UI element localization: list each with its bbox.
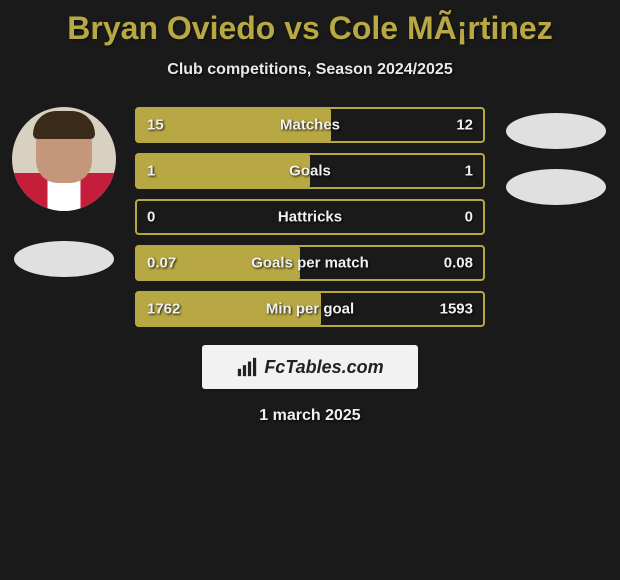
stat-label: Hattricks — [278, 209, 342, 226]
stat-value-right: 0 — [465, 209, 473, 226]
stat-value-right: 0.08 — [444, 255, 473, 272]
player-left-column — [9, 107, 119, 277]
comparison-area: 15 Matches 12 1 Goals 1 0 Hattricks 0 — [0, 107, 620, 327]
bar-chart-icon — [236, 356, 258, 378]
player-left-badge — [14, 241, 114, 277]
player-right-badge — [506, 113, 606, 149]
stat-value-right: 1 — [465, 163, 473, 180]
player-right-badge-2 — [506, 169, 606, 205]
comparison-card: Bryan Oviedo vs Cole MÃ¡rtinez Club comp… — [0, 0, 620, 435]
source-logo: FcTables.com — [202, 345, 418, 389]
stat-value-left: 1 — [147, 163, 155, 180]
stat-value-left: 15 — [147, 117, 164, 134]
stat-row-goals-per-match: 0.07 Goals per match 0.08 — [135, 245, 485, 281]
stat-row-matches: 15 Matches 12 — [135, 107, 485, 143]
stat-value-left: 0.07 — [147, 255, 176, 272]
stat-value-left: 0 — [147, 209, 155, 226]
stat-row-min-per-goal: 1762 Min per goal 1593 — [135, 291, 485, 327]
date-label: 1 march 2025 — [0, 407, 620, 425]
stat-label: Min per goal — [266, 301, 354, 318]
logo-text: FcTables.com — [264, 357, 383, 378]
stat-value-right: 12 — [456, 117, 473, 134]
page-title: Bryan Oviedo vs Cole MÃ¡rtinez — [0, 10, 620, 47]
stat-fill — [135, 153, 310, 189]
player-right-column — [501, 107, 611, 205]
player-left-avatar — [12, 107, 116, 211]
stat-label: Matches — [280, 117, 340, 134]
stat-value-right: 1593 — [440, 301, 473, 318]
stat-row-hattricks: 0 Hattricks 0 — [135, 199, 485, 235]
stat-label: Goals per match — [251, 255, 369, 272]
subtitle: Club competitions, Season 2024/2025 — [0, 61, 620, 79]
stats-column: 15 Matches 12 1 Goals 1 0 Hattricks 0 — [135, 107, 485, 327]
stat-label: Goals — [289, 163, 331, 180]
stat-value-left: 1762 — [147, 301, 180, 318]
stat-row-goals: 1 Goals 1 — [135, 153, 485, 189]
